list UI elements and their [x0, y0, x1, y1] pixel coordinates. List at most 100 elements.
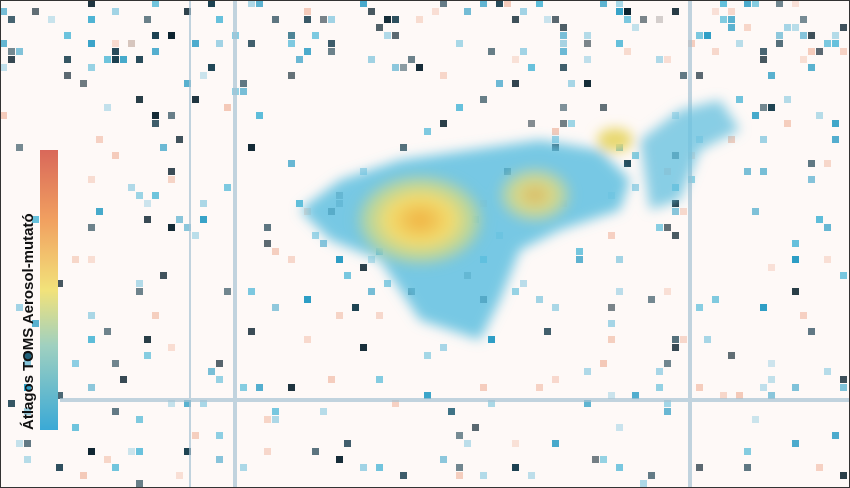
pixel [520, 280, 527, 287]
pixel [704, 336, 711, 343]
pixel [800, 312, 807, 319]
pixel [360, 0, 367, 7]
pixel [680, 72, 687, 79]
pixel [144, 336, 151, 343]
pixel [656, 384, 663, 391]
pixel [144, 16, 151, 23]
pixel [240, 384, 247, 391]
pixel [0, 112, 7, 119]
plume-core [495, 165, 575, 225]
pixel [360, 344, 367, 351]
pixel [560, 24, 567, 31]
pixel [192, 96, 199, 103]
pixel [168, 168, 175, 175]
pixel [16, 440, 23, 447]
pixel [136, 96, 143, 103]
pixel [536, 384, 543, 391]
pixel [560, 40, 567, 47]
plume-core [350, 170, 490, 270]
pixel [376, 376, 383, 383]
pixel [88, 256, 95, 263]
pixel [584, 40, 591, 47]
pixel [440, 120, 447, 127]
pixel [552, 136, 559, 143]
pixel [328, 16, 335, 23]
pixel [824, 224, 831, 231]
pixel [120, 56, 127, 63]
pixel [224, 288, 231, 295]
pixel [840, 384, 847, 391]
pixel [72, 256, 79, 263]
pixel [512, 288, 519, 295]
pixel [640, 16, 647, 23]
pixel [776, 40, 783, 47]
pixel [792, 256, 799, 263]
pixel [744, 24, 751, 31]
pixel [352, 304, 359, 311]
pixel [600, 0, 607, 7]
pixel [672, 344, 679, 351]
pixel [760, 304, 767, 311]
pixel [264, 448, 271, 455]
pixel [248, 328, 255, 335]
pixel [80, 80, 87, 87]
pixel [200, 216, 207, 223]
pixel [72, 360, 79, 367]
pixel [624, 160, 631, 167]
pixel [440, 0, 447, 7]
pixel [552, 440, 559, 447]
pixel [216, 456, 223, 463]
pixel [816, 464, 823, 471]
pixel [712, 8, 719, 15]
pixel [24, 456, 31, 463]
pixel [400, 144, 407, 151]
pixel [304, 336, 311, 343]
pixel [768, 376, 775, 383]
pixel [544, 16, 551, 23]
pixel [456, 464, 463, 471]
pixel [496, 80, 503, 87]
pixel [736, 96, 743, 103]
pixel [608, 336, 615, 343]
pixel [296, 56, 303, 63]
pixel [520, 48, 527, 55]
pixel [72, 424, 79, 431]
pixel [744, 464, 751, 471]
pixel [304, 8, 311, 15]
pixel [792, 384, 799, 391]
pixel [168, 224, 175, 231]
pixel [672, 8, 679, 15]
pixel [192, 432, 199, 439]
pixel [584, 56, 591, 63]
pixel [832, 40, 839, 47]
pixel [112, 408, 119, 415]
pixel [112, 40, 119, 47]
pixel [776, 32, 783, 39]
pixel [672, 336, 679, 343]
pixel [728, 352, 735, 359]
pixel [368, 288, 375, 295]
pixel [400, 472, 407, 479]
pixel [248, 288, 255, 295]
pixel [80, 472, 87, 479]
pixel [136, 56, 143, 63]
pixel [560, 104, 567, 111]
pixel [88, 448, 95, 455]
pixel [224, 104, 231, 111]
pixel [8, 400, 15, 407]
pixel [88, 0, 95, 7]
pixel [200, 200, 207, 207]
pixel [824, 256, 831, 263]
pixel [24, 440, 31, 447]
pixel [328, 40, 335, 47]
pixel [760, 136, 767, 143]
pixel [256, 0, 263, 7]
pixel [208, 64, 215, 71]
pixel [512, 16, 519, 23]
pixel [728, 16, 735, 23]
pixel [432, 8, 439, 15]
pixel [744, 168, 751, 175]
pixel [88, 64, 95, 71]
pixel [160, 144, 167, 151]
pixel [416, 16, 423, 23]
